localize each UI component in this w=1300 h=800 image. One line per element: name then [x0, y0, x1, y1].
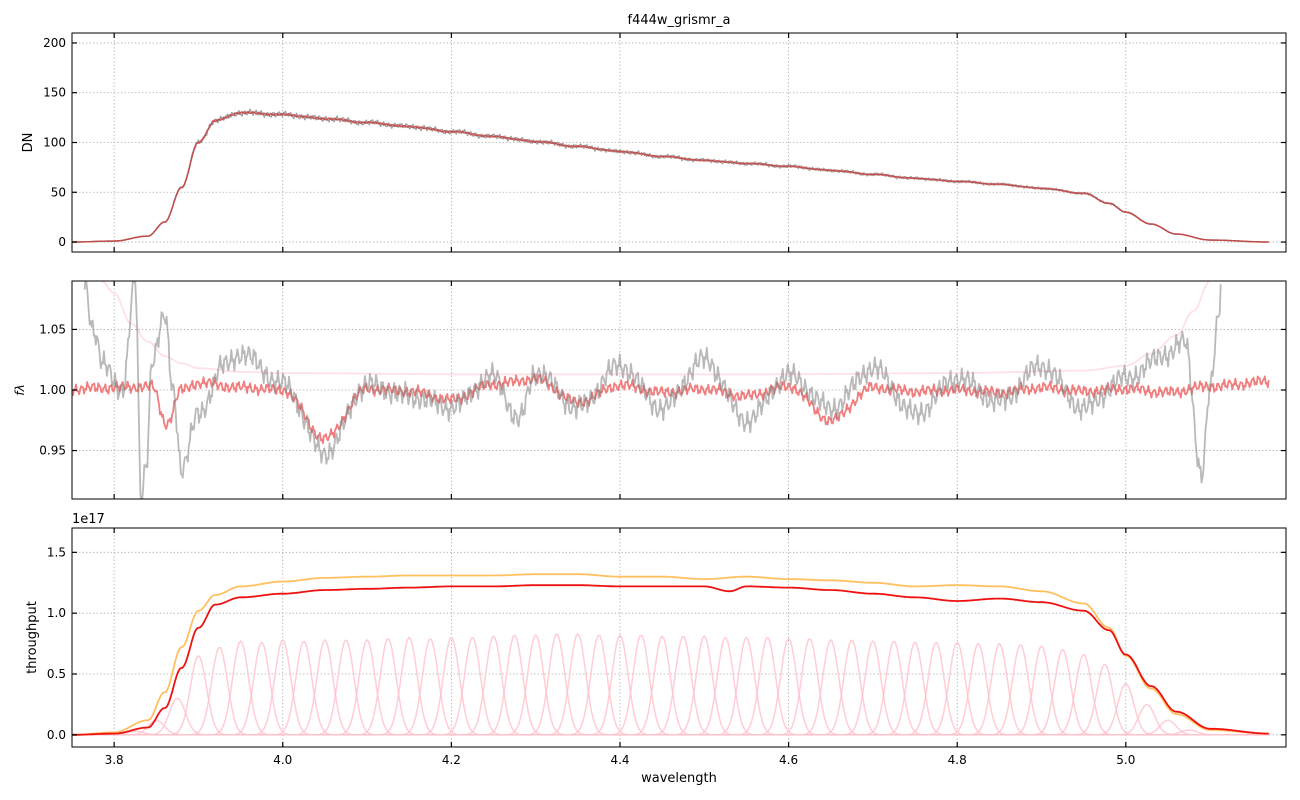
- flambda-series-data: [83, 281, 1222, 499]
- dn-ytick-label-0: 0: [58, 235, 66, 249]
- flambda-ytick-label-2: 1.05: [39, 322, 66, 336]
- panel-throughput-ticks: 3.8 4.0 4.2 4.4 4.6 4.8 5.0 0.0 0.5 1.0 1.5: [47, 528, 1286, 767]
- panel-flambda-ylabel: fλ: [13, 384, 27, 395]
- flambda-ytick-label-0: 0.95: [39, 444, 66, 458]
- flambda-series-envelope: [101, 281, 1210, 376]
- panel-dn-series: [72, 108, 1269, 243]
- throughput-series-total_orange: [72, 573, 1269, 736]
- panel-dn-ylabel: DN: [21, 133, 36, 153]
- dn-series-model: [72, 110, 1269, 243]
- panel-flambda: 0.95 1.00 1.05 fλ: [13, 280, 1287, 500]
- panel-flambda-ticks: 0.95 1.00 1.05: [39, 281, 1286, 499]
- panel-throughput-series: [72, 573, 1269, 736]
- panel-flambda-series: [72, 281, 1270, 499]
- x-axis-label: wavelength: [641, 771, 717, 786]
- flambda-ytick-label-1: 1.00: [39, 383, 66, 397]
- throughput-ytick-label-3: 1.5: [47, 545, 66, 559]
- throughput-xtick-label-3: 4.4: [610, 753, 629, 767]
- panel-dn: 0 50 100 150 200 DN: [21, 32, 1287, 253]
- panel-dn-ticks: 0 50 100 150 200: [43, 33, 1286, 252]
- panel-throughput-bands: [72, 632, 1270, 736]
- panel-throughput: 3.8 4.0 4.2 4.4 4.6 4.8 5.0 0.0 0.5 1.0 1.5 1e17 t…: [25, 512, 1287, 767]
- throughput-xtick-label-2: 4.2: [442, 753, 461, 767]
- throughput-xtick-label-0: 3.8: [105, 753, 124, 767]
- figure-title: f444w_grismr_a: [628, 13, 731, 28]
- panel-throughput-frame: [71, 527, 1287, 748]
- panel-throughput-ylabel: throughput: [25, 601, 40, 674]
- dn-ytick-label-1: 50: [51, 185, 66, 199]
- throughput-ytick-label-1: 0.5: [47, 667, 66, 681]
- throughput-xtick-label-6: 5.0: [1116, 753, 1135, 767]
- throughput-ytick-label-2: 1.0: [47, 606, 66, 620]
- panel-throughput-offset-label: 1e17: [72, 512, 105, 527]
- dn-ytick-label-2: 100: [43, 136, 66, 150]
- throughput-series-total_red: [72, 584, 1269, 736]
- throughput-xtick-label-1: 4.0: [273, 753, 292, 767]
- throughput-xtick-label-4: 4.6: [779, 753, 798, 767]
- throughput-xtick-label-5: 4.8: [948, 753, 967, 767]
- throughput-band-50: [72, 729, 1270, 736]
- throughput-ytick-label-0: 0.0: [47, 728, 66, 742]
- dn-ytick-label-4: 200: [43, 36, 66, 50]
- dn-ytick-label-3: 150: [43, 86, 66, 100]
